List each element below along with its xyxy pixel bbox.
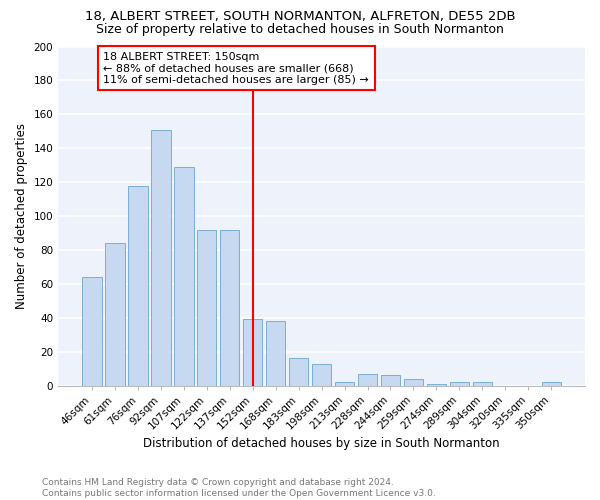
- Y-axis label: Number of detached properties: Number of detached properties: [15, 123, 28, 309]
- Bar: [220, 230, 239, 386]
- Text: Size of property relative to detached houses in South Normanton: Size of property relative to detached ho…: [96, 22, 504, 36]
- Text: 18 ALBERT STREET: 150sqm
← 88% of detached houses are smaller (668)
11% of semi-: 18 ALBERT STREET: 150sqm ← 88% of detach…: [103, 52, 369, 85]
- Bar: [358, 374, 377, 386]
- Bar: [266, 321, 286, 386]
- Text: Contains HM Land Registry data © Crown copyright and database right 2024.
Contai: Contains HM Land Registry data © Crown c…: [42, 478, 436, 498]
- Bar: [427, 384, 446, 386]
- Bar: [105, 243, 125, 386]
- Bar: [449, 382, 469, 386]
- Bar: [243, 320, 262, 386]
- Bar: [82, 277, 101, 386]
- Text: 18, ALBERT STREET, SOUTH NORMANTON, ALFRETON, DE55 2DB: 18, ALBERT STREET, SOUTH NORMANTON, ALFR…: [85, 10, 515, 23]
- Bar: [174, 167, 194, 386]
- Bar: [151, 130, 170, 386]
- Bar: [128, 186, 148, 386]
- Bar: [473, 382, 492, 386]
- Bar: [542, 382, 561, 386]
- Bar: [312, 364, 331, 386]
- Bar: [289, 358, 308, 386]
- Bar: [335, 382, 355, 386]
- Bar: [404, 379, 423, 386]
- Bar: [197, 230, 217, 386]
- Bar: [381, 376, 400, 386]
- X-axis label: Distribution of detached houses by size in South Normanton: Distribution of detached houses by size …: [143, 437, 500, 450]
